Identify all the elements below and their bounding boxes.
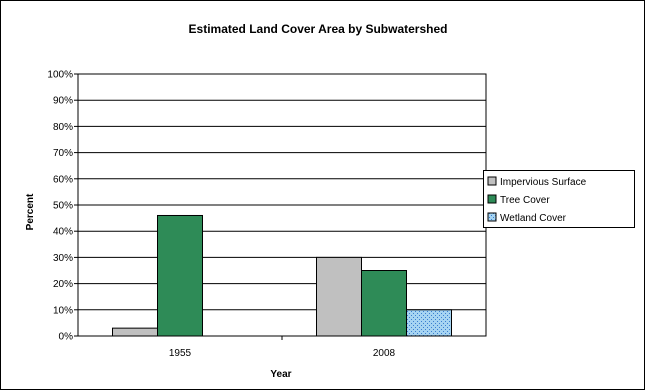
bar (406, 309, 452, 337)
y-tick-label: 10% (53, 305, 73, 316)
bar (157, 214, 203, 337)
legend-swatch (487, 212, 497, 222)
y-tick-label: 30% (53, 253, 73, 264)
chart-title: Estimated Land Cover Area by Subwatershe… (189, 22, 448, 36)
legend: Impervious Surface Tree Cover Wetland Cove… (483, 170, 635, 228)
legend-swatch (487, 194, 497, 204)
x-tick-label: 2008 (373, 348, 396, 359)
legend-box (483, 170, 635, 228)
y-tick-label: 70% (53, 148, 73, 159)
y-tick-label: 40% (53, 227, 73, 238)
bar (112, 327, 158, 337)
legend-label: Tree Cover (500, 195, 550, 206)
y-tick-label: 20% (53, 279, 73, 290)
x-axis-tick-labels: 1955 2008 (169, 336, 396, 359)
x-axis-label: Year (270, 369, 291, 380)
bar (361, 270, 407, 337)
y-tick-label: 100% (47, 70, 73, 81)
legend-label: Impervious Surface (500, 177, 587, 188)
legend-label: Wetland Cover (500, 213, 567, 224)
y-axis-tick-labels: 0% 10% 20% 30% 40% 50% 60% 70% 80% 90% 100% (47, 70, 73, 343)
x-tick-label: 1955 (169, 348, 192, 359)
bars (112, 214, 452, 337)
bar (316, 256, 362, 337)
y-tick-label: 80% (53, 122, 73, 133)
y-tick-label: 0% (59, 332, 74, 343)
y-tick-label: 60% (53, 174, 73, 185)
y-axis-label: Percent (25, 193, 36, 230)
y-tick-label: 90% (53, 96, 73, 107)
legend-swatch (487, 176, 497, 186)
y-tick-label: 50% (53, 201, 73, 212)
